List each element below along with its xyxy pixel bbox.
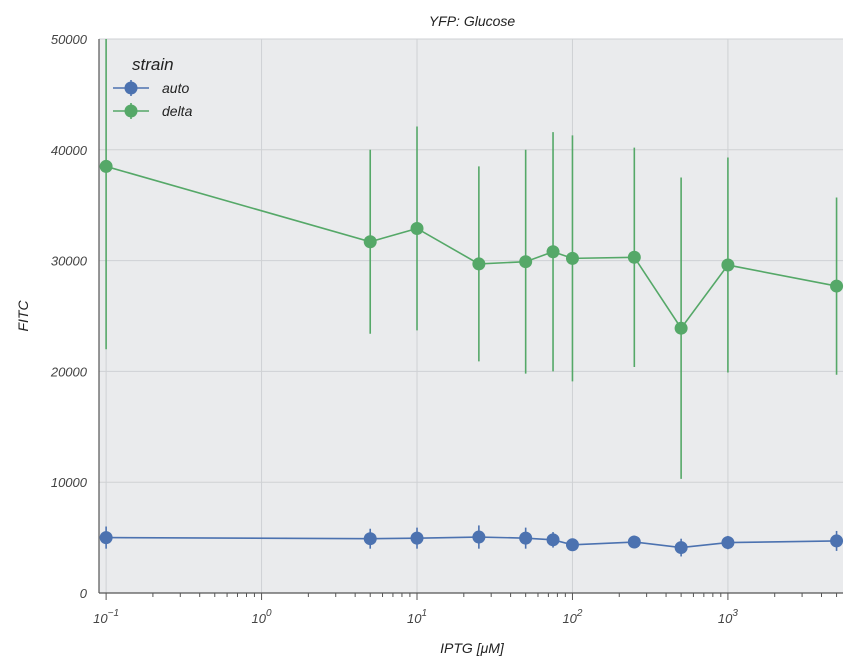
series-layer — [99, 39, 844, 557]
x-tick-label: 102 — [562, 608, 582, 626]
data-point — [721, 536, 735, 550]
data-point — [546, 245, 560, 259]
x-tick-label: 10−1 — [93, 608, 119, 626]
data-point — [99, 159, 113, 173]
legend-title: strain — [132, 55, 174, 74]
y-tick-label: 20000 — [50, 364, 88, 379]
y-tick-label: 40000 — [51, 143, 88, 158]
x-tick-label: 103 — [718, 608, 738, 626]
y-tick-label: 0 — [80, 586, 88, 601]
data-point — [674, 541, 688, 555]
legend-label: delta — [162, 103, 193, 119]
data-point — [627, 535, 641, 549]
data-point — [472, 257, 486, 271]
data-point — [363, 235, 377, 249]
data-point — [519, 255, 533, 269]
data-point — [565, 251, 579, 265]
data-point — [410, 221, 424, 235]
minor-ticks — [152, 593, 838, 597]
data-point — [546, 533, 560, 547]
chart-title: YFP: Glucose — [429, 13, 516, 29]
y-tick-label: 50000 — [51, 32, 88, 47]
plot-background — [99, 39, 843, 593]
x-tick-label: 101 — [407, 608, 427, 626]
x-axis-label: IPTG [μM] — [440, 640, 505, 656]
data-point — [363, 532, 377, 546]
y-tick-labels: 0 10000 20000 30000 40000 50000 — [50, 32, 88, 601]
data-point — [519, 531, 533, 545]
legend-label: auto — [162, 80, 189, 96]
legend-marker — [124, 81, 138, 95]
data-point — [830, 534, 844, 548]
x-tick-labels: 10−1 100 101 102 103 — [93, 608, 738, 626]
data-point — [830, 279, 844, 293]
data-point — [721, 258, 735, 272]
y-tick-label: 10000 — [51, 475, 88, 490]
data-point — [627, 250, 641, 264]
series-delta — [99, 39, 844, 479]
y-axis-label: FITC — [15, 300, 31, 332]
data-point — [99, 531, 113, 545]
data-point — [472, 530, 486, 544]
legend-marker — [124, 104, 138, 118]
data-point — [674, 321, 688, 335]
y-tick-label: 30000 — [51, 254, 88, 269]
legend-entry-auto: auto — [113, 80, 189, 96]
series-auto — [99, 525, 844, 557]
legend: strain auto delta — [113, 55, 193, 119]
data-point — [410, 531, 424, 545]
axes — [98, 39, 843, 600]
legend-entry-delta: delta — [113, 103, 193, 119]
data-point — [565, 538, 579, 552]
x-tick-label: 100 — [252, 608, 272, 626]
